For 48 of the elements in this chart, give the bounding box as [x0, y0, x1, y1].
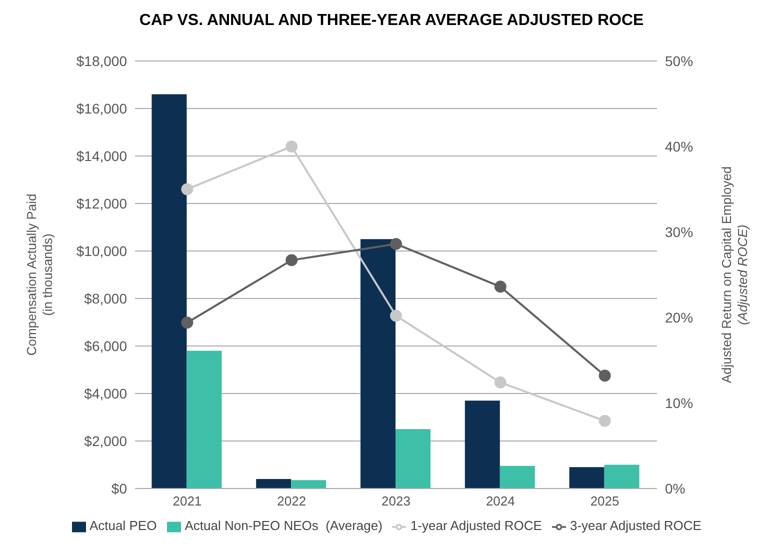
bar	[360, 239, 396, 488]
y2-axis-title: Adjusted Return on Capital Employed (Adjusted ROCE)	[719, 166, 750, 384]
y-tick-label: $6,000	[84, 338, 128, 354]
y-tick-label: $2,000	[84, 432, 128, 449]
bar	[186, 350, 222, 488]
bar	[604, 464, 640, 488]
x-tick-label: 2022	[277, 494, 306, 509]
y-axis-title: Compensation Actually Paid (in thousands)	[24, 194, 55, 356]
point	[181, 183, 194, 196]
legend-label: Actual PEO	[90, 518, 157, 534]
y-tick-label: $12,000	[76, 195, 128, 212]
y2-tick-label: 40%	[665, 138, 694, 154]
y-tick-label: $18,000	[76, 52, 128, 69]
y2-tick-label: 30%	[665, 224, 694, 240]
point	[598, 370, 611, 382]
x-tick-label: 2025	[590, 494, 620, 509]
y2-tick-label: 20%	[665, 309, 694, 326]
point	[494, 280, 506, 293]
legend-label: 3-year Adjusted ROCE	[570, 518, 702, 534]
point	[181, 316, 194, 329]
bar	[500, 466, 535, 488]
chart-title: CAP VS. ANNUAL AND THREE-YEAR AVERAGE ADJUSTED ROCE	[138, 11, 645, 31]
y2-tick-label: 50%	[665, 52, 694, 69]
point	[598, 414, 611, 427]
y-tick-label: $14,000	[76, 148, 128, 164]
bar	[256, 478, 292, 488]
bar	[291, 480, 326, 488]
legend-label: 1-year Adjusted ROCE	[410, 518, 542, 534]
y2-tick-label: 10%	[665, 394, 694, 411]
y-tick-label: $4,000	[84, 385, 128, 402]
bar	[464, 400, 500, 488]
y2-tick-label: 0%	[665, 480, 686, 496]
point	[390, 310, 402, 322]
point	[494, 376, 506, 388]
bar	[569, 467, 604, 488]
y-tick-label: $0	[111, 480, 128, 496]
y-tick-label: $10,000	[76, 242, 128, 259]
bar	[396, 429, 431, 488]
legend-label: Actual Non-PEO NEOs (Average)	[184, 518, 382, 534]
bar	[152, 94, 187, 488]
point	[286, 254, 298, 266]
point	[286, 140, 298, 152]
x-tick-label: 2023	[382, 494, 410, 509]
x-tick-label: 2021	[172, 494, 202, 509]
y-tick-label: $16,000	[76, 100, 128, 116]
y-tick-label: $8,000	[84, 290, 128, 306]
x-tick-label: 2024	[486, 494, 515, 509]
point	[390, 238, 402, 250]
